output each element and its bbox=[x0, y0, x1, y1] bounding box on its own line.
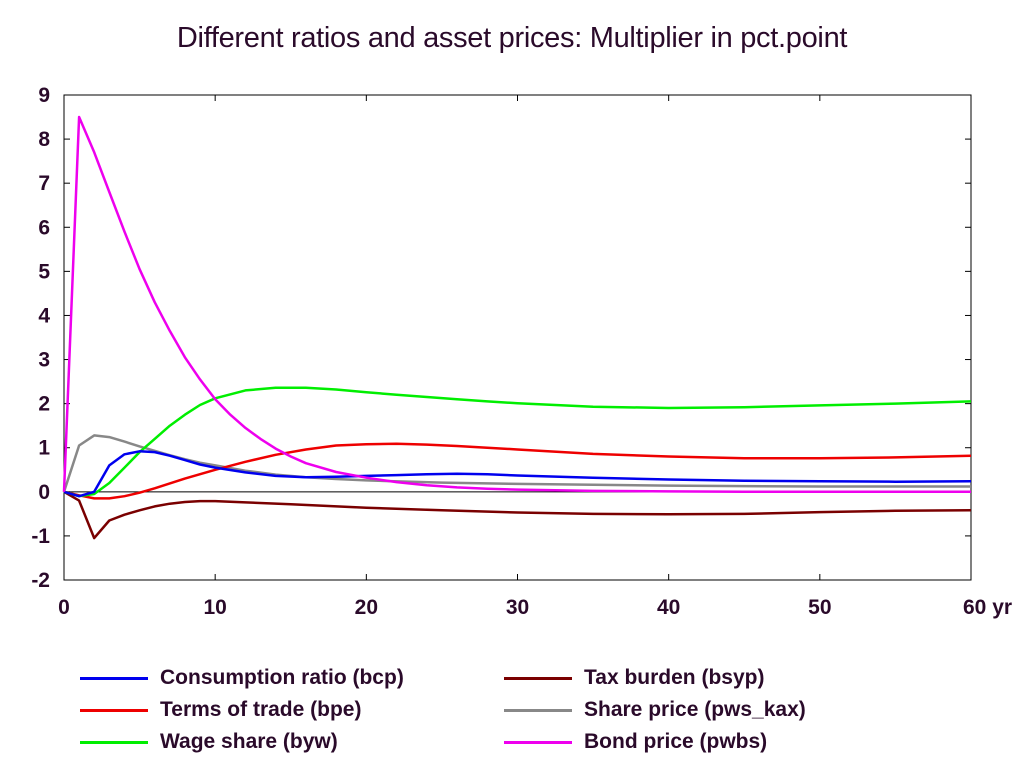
y-tick-label: -1 bbox=[31, 525, 50, 548]
y-tick-label: 9 bbox=[38, 84, 50, 107]
series-line-bond-price-pwbs bbox=[62, 115, 971, 494]
series-line-terms-of-trade-bpe bbox=[63, 442, 972, 500]
x-tick-label: 30 bbox=[506, 596, 529, 619]
y-tick-label: -2 bbox=[31, 569, 50, 592]
axes bbox=[63, 94, 972, 581]
y-tick-label: 3 bbox=[38, 349, 50, 372]
x-tick-label: 40 bbox=[657, 596, 680, 619]
y-tick-label: 6 bbox=[38, 216, 50, 239]
series-line-share-price-pws-kax bbox=[62, 434, 971, 493]
x-tick-label: 20 bbox=[355, 596, 378, 619]
x-tick-label: 10 bbox=[203, 596, 226, 619]
series-lines bbox=[62, 115, 972, 540]
y-tick-label: 7 bbox=[38, 172, 50, 195]
y-tick-label: 4 bbox=[38, 304, 50, 327]
y-tick-label: 5 bbox=[38, 260, 50, 283]
chart-title: Different ratios and asset prices: Multi… bbox=[176, 22, 848, 54]
y-tick-label: 1 bbox=[38, 437, 50, 460]
series-line-consumption-ratio-bcp bbox=[63, 450, 972, 498]
x-tick-label: 60 yr bbox=[963, 596, 1012, 619]
y-tick-label: 8 bbox=[38, 128, 50, 151]
x-tick-label: 50 bbox=[808, 596, 831, 619]
plot-frame bbox=[63, 94, 972, 581]
x-tick-label: 0 bbox=[58, 596, 70, 619]
y-tick-label: 2 bbox=[38, 393, 50, 416]
series-line-wage-share-byw bbox=[63, 386, 972, 498]
series-line-tax-burden-bsyp bbox=[63, 490, 972, 540]
y-tick-label: 0 bbox=[38, 481, 50, 504]
